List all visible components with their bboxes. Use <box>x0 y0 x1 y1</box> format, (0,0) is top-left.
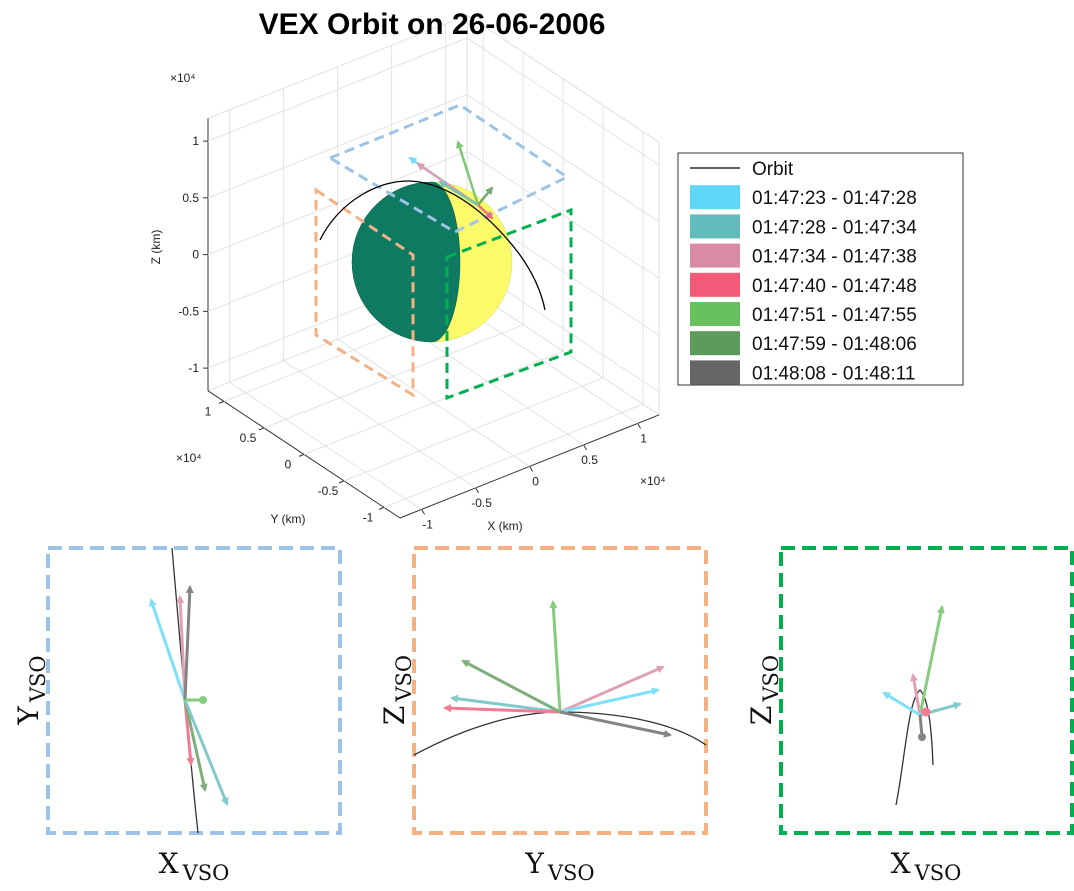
x-tick-label: -1 <box>422 517 433 531</box>
legend-label: 01:47:34 - 01:47:38 <box>752 247 917 268</box>
y-tick-label: -1 <box>363 510 374 524</box>
x-tick-mark <box>637 423 642 429</box>
grid-line <box>303 350 564 455</box>
panel-frame <box>46 546 342 835</box>
label-main: X <box>891 847 911 880</box>
y-tick-mark <box>218 400 225 404</box>
legend-label: 01:47:59 - 01:48:06 <box>752 334 917 355</box>
z-tick-label: 0.5 <box>182 191 199 205</box>
legend-label: 01:47:51 - 01:47:55 <box>752 305 917 326</box>
panel-x-label: X VSO <box>159 847 230 885</box>
x-tick-label: 1 <box>640 431 647 445</box>
grid-line <box>343 377 604 482</box>
y-tick-label: 0.5 <box>240 431 257 445</box>
legend-swatch <box>690 302 740 326</box>
legend-label: Orbit <box>752 159 794 180</box>
arrows-3d <box>408 140 494 220</box>
legend-swatch <box>690 360 740 385</box>
legend: Orbit 01:47:23 - 01:47:28 01:47:28 - 01:47… <box>690 159 917 385</box>
y-tick-label: 0 <box>285 457 292 471</box>
x-tick-label: 0.5 <box>581 453 598 467</box>
label-sub: VSO <box>759 655 783 703</box>
xz-plane <box>445 207 573 401</box>
yz-plane <box>314 187 415 398</box>
chart-title: VEX Orbit on 26-06-2006 <box>259 8 606 41</box>
y-tick-mark <box>258 427 265 431</box>
box-edge <box>466 14 660 143</box>
x-exponent: ×10⁴ <box>640 474 666 488</box>
panel-x-label: Y VSO <box>524 847 594 885</box>
panel-frame <box>779 546 1074 835</box>
label-sub: VSO <box>182 861 230 885</box>
panel-x-label: X VSO <box>891 847 962 885</box>
grid-line <box>466 94 660 223</box>
x-tick-label: 0 <box>532 474 539 488</box>
label-main: Y <box>12 706 45 726</box>
x-tick-mark <box>475 487 480 494</box>
x-tick-mark <box>421 509 426 515</box>
label-sub: VSO <box>914 861 962 885</box>
panel-y-label: Y VSO <box>12 655 50 725</box>
z-tick-label: -0.5 <box>178 304 199 318</box>
legend-label: 01:48:08 - 01:48:11 <box>752 363 915 384</box>
panel-arrows <box>149 547 962 834</box>
legend-swatch <box>690 331 740 356</box>
x-axis-label: X (km) <box>487 519 522 533</box>
x-tick-label: -0.5 <box>471 496 492 510</box>
z-tick-label: 1 <box>192 134 199 148</box>
legend-swatch <box>690 272 740 297</box>
y-axis-label: Y (km) <box>270 512 305 526</box>
label-main: Z <box>745 706 778 725</box>
panel-frame <box>412 546 708 835</box>
legend-label: 01:47:28 - 01:47:34 <box>752 217 917 238</box>
legend-swatch <box>690 214 740 239</box>
grid-line <box>263 324 524 429</box>
y-tick-mark <box>378 506 385 510</box>
grid-line <box>207 94 468 199</box>
panel-y-label: Z VSO <box>378 655 416 725</box>
y-tick-mark <box>338 480 345 484</box>
z-axis-label: Z (km) <box>149 230 163 265</box>
z-tick-label: 0 <box>192 248 199 262</box>
y-tick-mark <box>298 453 305 457</box>
label-main: X <box>159 847 179 880</box>
y-tick-label: 1 <box>205 404 212 418</box>
z-exponent: ×10⁴ <box>170 71 196 85</box>
y-tick-label: -0.5 <box>318 484 339 498</box>
label-main: Z <box>378 706 411 725</box>
panel-y-label: Z VSO <box>745 655 783 725</box>
label-sub: VSO <box>392 655 416 703</box>
legend-swatch <box>690 243 740 268</box>
label-sub: VSO <box>547 861 595 885</box>
grid-line <box>207 37 468 142</box>
y-exponent: ×10⁴ <box>176 451 202 465</box>
grid-line <box>466 150 660 280</box>
legend-swatch <box>690 185 740 210</box>
label-main: Y <box>524 847 544 880</box>
grid-line <box>466 37 660 166</box>
planet <box>351 181 513 343</box>
orbit-line <box>319 180 546 311</box>
z-tick-label: -1 <box>188 361 199 375</box>
legend-label: 01:47:23 - 01:47:28 <box>752 188 917 209</box>
x-tick-mark <box>529 466 534 472</box>
legend-label: 01:47:40 - 01:47:48 <box>752 276 917 297</box>
grid-line <box>383 403 644 508</box>
label-sub: VSO <box>26 655 50 703</box>
x-tick-mark <box>583 444 588 451</box>
